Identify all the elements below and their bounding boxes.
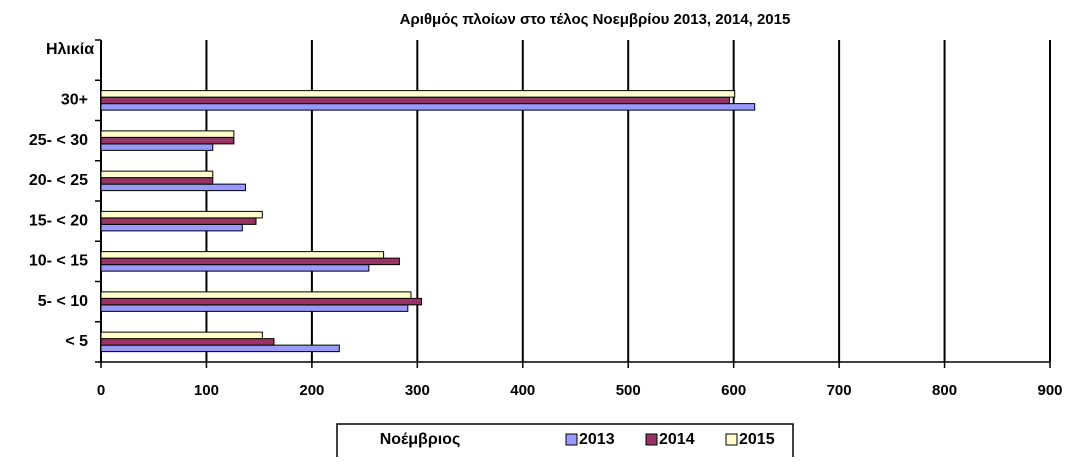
bar: [100, 264, 370, 272]
bar: [100, 136, 235, 145]
y-axis-title: Ηλικία: [46, 41, 94, 58]
bar: [100, 304, 409, 312]
bar: [100, 143, 214, 151]
bar: [100, 257, 400, 266]
bar: [100, 177, 214, 185]
x-tick-label: 800: [932, 382, 957, 399]
bar: [100, 297, 423, 306]
legend-box: [336, 423, 794, 462]
bar: [100, 96, 730, 105]
y-tick-label: 15- < 20: [29, 212, 88, 229]
legend-swatch: [645, 433, 658, 446]
bar: [100, 251, 385, 259]
legend-title: Νοέμβριος: [380, 431, 461, 448]
x-tick-label: 500: [616, 382, 641, 399]
bar: [100, 90, 736, 98]
y-tick-label: 25- < 30: [29, 132, 88, 149]
legend-swatch: [565, 433, 578, 446]
bar: [100, 170, 214, 179]
chart-title: Αριθμός πλοίων στο τέλος Νοεμβρίου 2013,…: [400, 11, 791, 28]
x-tick-label: 900: [1037, 382, 1062, 399]
x-tick-label: 700: [827, 382, 852, 399]
bar: [100, 130, 235, 138]
legend-swatch: [725, 433, 738, 446]
bar: [100, 338, 275, 346]
bar: [100, 210, 263, 219]
x-tick-label: 600: [721, 382, 746, 399]
y-tick-label: < 5: [65, 333, 88, 350]
x-tick-label: 200: [299, 382, 324, 399]
legend-label: 2014: [659, 431, 695, 448]
x-tick-label: 100: [194, 382, 219, 399]
y-tick-label: 20- < 25: [29, 172, 88, 189]
bar: [100, 291, 412, 299]
bar: [100, 223, 243, 232]
x-tick-label: 0: [97, 382, 105, 399]
bar: [100, 331, 263, 340]
legend-label: 2013: [579, 431, 615, 448]
bar: [100, 103, 756, 111]
y-tick-label: 10- < 15: [29, 253, 88, 270]
y-tick-label: 5- < 10: [38, 293, 88, 310]
y-tick-label: 30+: [61, 92, 88, 109]
bar: [100, 183, 246, 192]
x-tick-label: 300: [405, 382, 430, 399]
bar: [100, 344, 340, 353]
x-tick-label: 400: [510, 382, 535, 399]
legend-label: 2015: [739, 431, 775, 448]
bar: [100, 217, 257, 225]
